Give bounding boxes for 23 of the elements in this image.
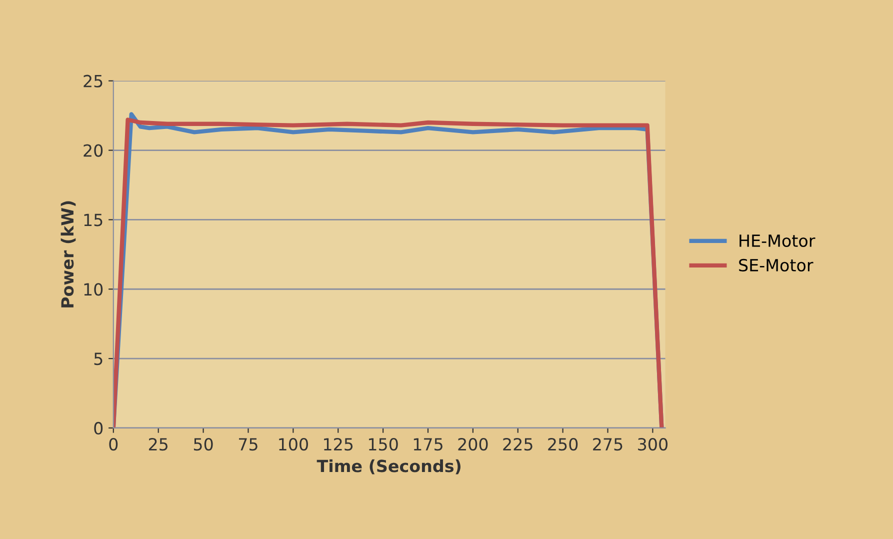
- y-tick-label: 10: [84, 283, 103, 296]
- x-tick-label: 250: [548, 438, 578, 451]
- x-tick-label: 275: [593, 438, 622, 451]
- x-tick-label: 125: [324, 438, 353, 451]
- legend-label: HE-Motor: [740, 234, 816, 248]
- x-tick-label: 75: [238, 438, 258, 451]
- x-tick-label: 150: [368, 438, 398, 451]
- x-tick-label: 300: [638, 438, 668, 451]
- y-tick-label: 5: [94, 352, 102, 366]
- y-tick-label: 0: [94, 422, 103, 435]
- y-tick-label: 25: [84, 74, 102, 88]
- x-tick-label: 100: [279, 438, 308, 451]
- x-tick-label: 175: [414, 438, 442, 451]
- y-tick-label: 20: [84, 144, 103, 157]
- x-tick-label: 200: [458, 438, 488, 451]
- x-tick-label: 225: [503, 438, 532, 451]
- legend-label: SE-Motor: [739, 258, 814, 272]
- y-tick-label: 15: [84, 214, 102, 226]
- x-tick-label: 50: [194, 438, 213, 451]
- x-axis-title: Time (Seconds): [316, 459, 460, 474]
- y-axis-title: Power (kW): [60, 201, 76, 308]
- x-tick-label: 25: [148, 438, 168, 451]
- x-tick-label: 0: [109, 438, 118, 451]
